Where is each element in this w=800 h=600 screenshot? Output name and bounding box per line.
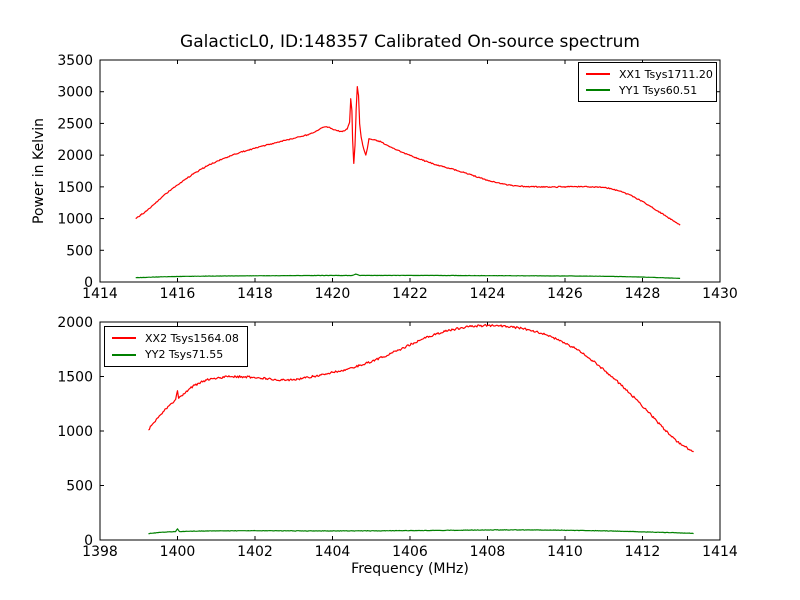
yy1-legend-line-sample — [586, 89, 610, 91]
y-tick-label: 1000 — [57, 212, 93, 228]
x-tick-label: 1420 — [315, 286, 351, 302]
x-tick-label: 1412 — [625, 544, 661, 560]
x-tick-label: 1406 — [392, 544, 428, 560]
x-tick-label: 1408 — [470, 544, 506, 560]
legend-bottom-plot: XX2 Tsys1564.08 YY2 Tsys71.55 — [104, 326, 248, 367]
legend-label-xx1: XX1 Tsys1711.20 — [619, 67, 713, 81]
x-tick-label: 1414 — [82, 286, 118, 302]
legend-entry-xx1: XX1 Tsys1711.20 — [586, 68, 713, 81]
x-tick-label: 1414 — [702, 544, 738, 560]
xx1-series-line — [135, 85, 681, 226]
y-tick-label: 3000 — [57, 85, 93, 101]
y-tick-label: 0 — [84, 275, 93, 291]
legend-entry-yy2: YY2 Tsys71.55 — [112, 348, 240, 361]
y-tick-label: 1000 — [57, 424, 93, 440]
y-tick-label: 500 — [66, 479, 93, 495]
x-tick-label: 1424 — [470, 286, 506, 302]
y-tick-label: 1500 — [57, 180, 93, 196]
x-tick-label: 1422 — [392, 286, 428, 302]
x-tick-label: 1416 — [160, 286, 196, 302]
figure-title: GalacticL0, ID:148357 Calibrated On-sour… — [180, 32, 640, 52]
y-tick-label: 0 — [84, 533, 93, 549]
x-tick-label: 1404 — [315, 544, 351, 560]
x-tick-label: 1418 — [237, 286, 273, 302]
legend-label-yy2: YY2 Tsys71.55 — [145, 348, 224, 362]
legend-entry-xx2: XX2 Tsys1564.08 — [112, 332, 240, 345]
x-tick-label: 1426 — [547, 286, 583, 302]
y-tick-label: 3500 — [57, 53, 93, 69]
y-tick-label: 2500 — [57, 116, 93, 132]
legend-label-yy1: YY1 Tsys60.51 — [619, 83, 698, 97]
legend-entry-yy1: YY1 Tsys60.51 — [586, 84, 709, 97]
x-tick-label: 1410 — [547, 544, 583, 560]
x-axis-label: Frequency (MHz) — [351, 561, 469, 577]
yy2-series-line — [148, 528, 694, 535]
y-axis-label: Power in Kelvin — [31, 117, 47, 225]
y-tick-label: 2000 — [57, 148, 93, 164]
x-tick-label: 1402 — [237, 544, 273, 560]
y-tick-label: 2000 — [57, 315, 93, 331]
x-tick-label: 1428 — [625, 286, 661, 302]
x-tick-label: 1400 — [160, 544, 196, 560]
xx1-legend-line-sample — [586, 73, 610, 75]
yy1-series-line — [135, 273, 681, 279]
x-tick-label: 1430 — [702, 286, 738, 302]
y-tick-label: 500 — [66, 243, 93, 259]
legend-top-plot: XX1 Tsys1711.20 YY1 Tsys60.51 — [578, 62, 717, 102]
legend-label-xx2: XX2 Tsys1564.08 — [145, 331, 239, 345]
y-tick-label: 1500 — [57, 370, 93, 386]
yy2-legend-line-sample — [112, 353, 136, 356]
x-tick-label: 1398 — [82, 544, 118, 560]
xx2-series-line — [148, 324, 694, 453]
xx2-legend-line-sample — [112, 337, 136, 340]
